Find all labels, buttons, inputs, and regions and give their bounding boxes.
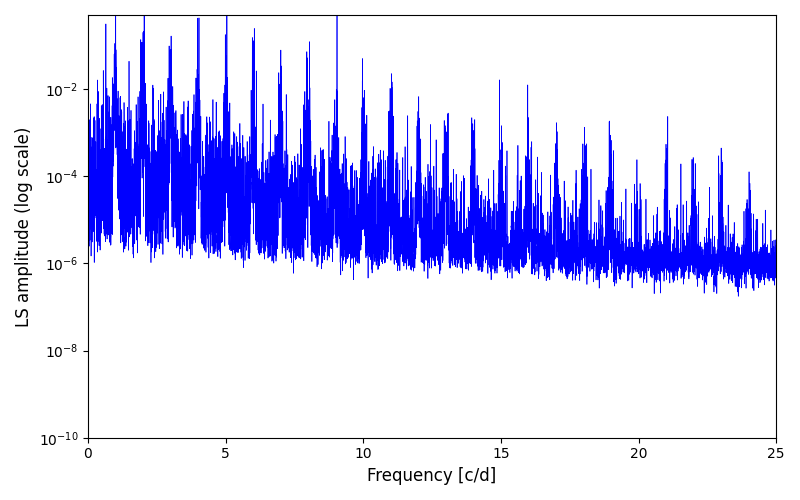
Y-axis label: LS amplitude (log scale): LS amplitude (log scale) — [15, 126, 33, 326]
X-axis label: Frequency [c/d]: Frequency [c/d] — [367, 467, 497, 485]
